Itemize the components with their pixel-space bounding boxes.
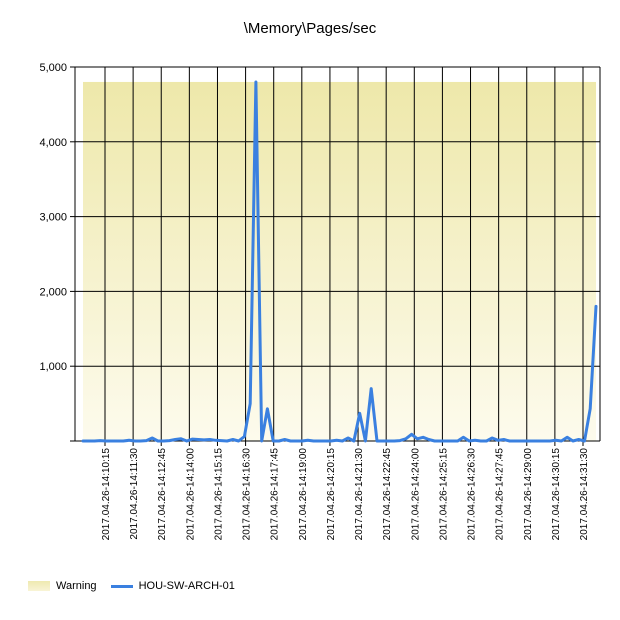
warning-swatch-icon: [28, 581, 50, 591]
x-tick-label-12: 2017.04.26-14:25:15: [438, 448, 449, 541]
x-tick-label-16: 2017.04.26-14:30:15: [551, 448, 562, 541]
x-tick-label-11: 2017.04.26-14:24:00: [410, 448, 421, 541]
grid-layer: [75, 66, 600, 442]
y-tick-label-4: 4,000: [39, 137, 67, 149]
warning-band-layer: [83, 81, 596, 442]
series-layer: [81, 80, 598, 443]
x-tick-label-8: 2017.04.26-14:20:15: [326, 448, 337, 541]
x-tick-label-6: 2017.04.26-14:17:45: [270, 448, 281, 541]
x-tick-label-4: 2017.04.26-14:15:15: [213, 448, 224, 541]
x-tick-label-7: 2017.04.26-14:19:00: [298, 448, 309, 541]
series-line-swatch-icon: [110, 584, 133, 588]
series-line-0: [81, 80, 598, 443]
x-tick-labels: 2017.04.26-14:10:15 2017.04.26-14:11:30 20…: [101, 448, 590, 541]
x-tick-label-10: 2017.04.26-14:22:45: [382, 448, 393, 541]
x-tick-label-1: 2017.04.26-14:11:30: [129, 448, 140, 540]
x-tick-label-17: 2017.04.26-14:31:30: [579, 448, 590, 541]
y-tick-label-5: 5,000: [39, 62, 67, 74]
x-tick-label-15: 2017.04.26-14:29:00: [523, 448, 534, 541]
x-tick-label-9: 2017.04.26-14:21:30: [354, 448, 365, 541]
y-tick-label-1: 1,000: [39, 361, 67, 373]
legend-label-warning: Warning: [56, 580, 97, 592]
x-tick-label-0: 2017.04.26-14:10:15: [101, 448, 112, 541]
y-tick-label-3: 3,000: [39, 212, 67, 224]
x-tick-label-5: 2017.04.26-14:16:30: [242, 448, 253, 541]
x-tick-label-2: 2017.04.26-14:12:45: [157, 448, 168, 541]
legend-label-series: HOU-SW-ARCH-01: [138, 580, 235, 592]
x-tick-label-13: 2017.04.26-14:26:30: [467, 448, 478, 541]
y-tick-labels: 1,000 2,000 3,000 4,000 5,000: [39, 62, 67, 373]
legend-item-warning: Warning: [28, 580, 97, 592]
x-tick-label-3: 2017.04.26-14:14:00: [185, 448, 196, 541]
x-tick-label-14: 2017.04.26-14:27:45: [495, 448, 506, 541]
y-tick-label-2: 2,000: [39, 286, 67, 298]
warning-band: [83, 81, 596, 442]
legend: Warning HOU-SW-ARCH-01: [28, 580, 249, 592]
chart: 1,000 2,000 3,000 4,000 5,000 2017.04.26-14:…: [39, 62, 601, 541]
legend-item-series: HOU-SW-ARCH-01: [110, 580, 235, 592]
chart-title: \Memory\Pages/sec: [243, 20, 377, 37]
